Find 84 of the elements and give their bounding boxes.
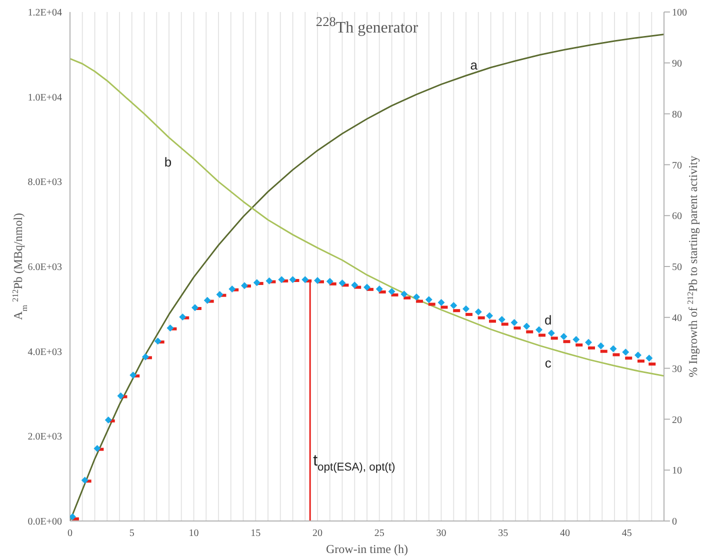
y2-tick-label: 60 xyxy=(672,211,682,222)
y-tick-label: 8.0E+03 xyxy=(28,177,62,188)
y-tick-label: 0.0E+00 xyxy=(28,516,62,528)
point xyxy=(548,330,555,337)
point xyxy=(154,338,162,345)
y-tick-label: 4.0E+03 xyxy=(28,346,62,358)
y-tick-label: 1.2E+04 xyxy=(28,8,62,19)
point xyxy=(70,513,76,520)
y2-tick-label: 40 xyxy=(672,312,682,324)
y2-tick-label: 70 xyxy=(672,160,682,172)
point xyxy=(204,296,211,304)
point xyxy=(597,342,604,350)
point xyxy=(400,290,408,298)
point xyxy=(572,336,580,343)
point xyxy=(142,353,149,360)
x-tick-label: 15 xyxy=(250,528,261,540)
point xyxy=(536,326,543,334)
y2-tick-label: 20 xyxy=(672,414,682,426)
point xyxy=(585,338,592,346)
point xyxy=(364,284,370,291)
point xyxy=(240,282,248,290)
point xyxy=(302,276,309,284)
chart-title: $^{228}$Th generator xyxy=(314,14,420,38)
point xyxy=(94,444,101,452)
x-tick-label: 30 xyxy=(436,528,446,540)
annotation: d xyxy=(544,312,552,328)
annotation: a xyxy=(470,58,478,73)
y-tick-label: 2.0E+03 xyxy=(28,432,62,443)
point xyxy=(438,299,445,306)
point xyxy=(413,294,420,301)
x-tick-label: 40 xyxy=(560,528,570,540)
point xyxy=(326,278,334,285)
point xyxy=(179,313,186,320)
y2-tick-label: 10 xyxy=(672,466,682,477)
point xyxy=(450,302,458,310)
point xyxy=(462,305,470,312)
y2-tick-label: 50 xyxy=(672,262,682,274)
point xyxy=(166,324,174,332)
y2-tick-label: 80 xyxy=(672,109,682,120)
point xyxy=(486,312,494,320)
x-tick-label: 0 xyxy=(68,528,72,540)
y-tick-label: 6.0E+03 xyxy=(28,262,62,274)
y2-tick-label: 30 xyxy=(672,364,682,375)
y2-tick-label: 100 xyxy=(672,8,687,19)
point xyxy=(376,285,383,292)
line-series xyxy=(70,58,664,377)
x-tick-label: 20 xyxy=(312,528,322,540)
point xyxy=(388,288,396,296)
point xyxy=(646,354,653,362)
x-tick-label: 35 xyxy=(498,528,508,540)
point xyxy=(216,290,224,298)
point xyxy=(289,276,296,284)
point xyxy=(278,276,286,284)
point xyxy=(338,280,346,287)
point xyxy=(314,277,321,284)
point xyxy=(266,277,273,284)
x-tick-label: 10 xyxy=(188,528,199,540)
point xyxy=(474,308,482,316)
point xyxy=(228,285,236,292)
point xyxy=(81,476,88,484)
point xyxy=(498,316,506,324)
annotation: b xyxy=(164,154,172,170)
point xyxy=(130,372,137,379)
x-tick-label: 45 xyxy=(622,528,632,540)
point xyxy=(104,416,112,424)
point xyxy=(610,345,617,352)
point xyxy=(523,322,530,330)
point xyxy=(117,392,124,400)
annotation: t$_{opt(ESA), opt(t)}$ xyxy=(313,452,396,474)
point xyxy=(191,304,198,312)
x-axis-title: Grow-in time (h) xyxy=(326,542,408,556)
point xyxy=(560,332,568,340)
point xyxy=(622,348,630,356)
point xyxy=(425,296,432,304)
y-tick-label: 1.0E+04 xyxy=(28,92,62,104)
point xyxy=(634,352,642,359)
x-tick-label: 5 xyxy=(129,528,134,540)
point xyxy=(351,282,358,289)
point xyxy=(510,318,518,326)
y2-tick-label: 90 xyxy=(672,58,682,70)
annotation: c xyxy=(544,356,552,371)
point xyxy=(253,279,260,286)
x-tick-label: 25 xyxy=(374,528,384,540)
y2-tick-label: 0 xyxy=(672,516,677,528)
